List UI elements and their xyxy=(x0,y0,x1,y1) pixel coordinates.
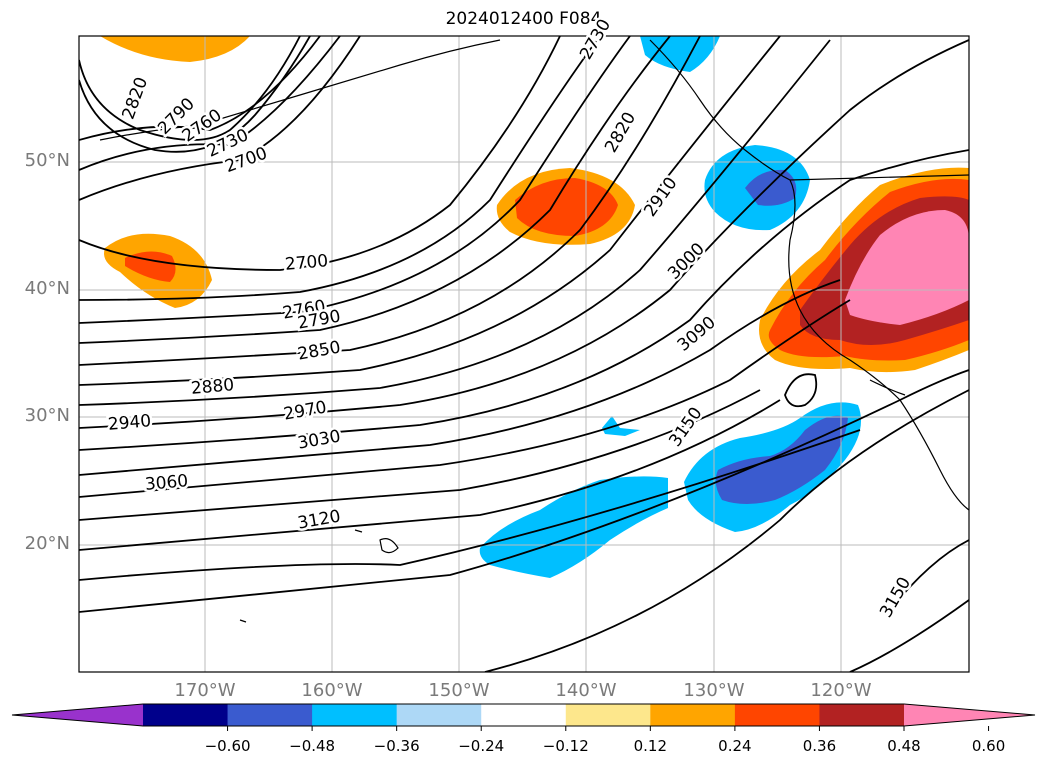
lon-label-140w: 140°W xyxy=(555,680,617,701)
map-frame xyxy=(78,35,970,673)
colorbar-tick-label: −0.48 xyxy=(289,737,336,755)
colorbar-tick-label: 0.24 xyxy=(718,737,752,755)
lon-label-160w: 160°W xyxy=(301,680,363,701)
positive-anomaly-patches xyxy=(100,36,969,373)
contour-label: 2910 xyxy=(640,174,681,221)
map-title: 2024012400 F084 xyxy=(445,9,602,29)
lat-label-50: 50°N xyxy=(24,150,70,171)
colorbar-tick-label: −0.24 xyxy=(458,737,505,755)
coastlines xyxy=(99,39,969,623)
contour-label: 2880 xyxy=(190,375,235,399)
colorbar-tick-label: −0.36 xyxy=(373,737,420,755)
contour-label: 3090 xyxy=(674,313,720,356)
lat-label-30: 30°N xyxy=(24,405,70,426)
contour-label: 3000 xyxy=(664,239,709,284)
contour-label: 2940 xyxy=(107,411,152,435)
contour-label: 2700 xyxy=(284,251,329,275)
contour-label-halo: 2700 xyxy=(284,251,329,275)
colorbar-tick-label: 0.48 xyxy=(887,737,921,755)
contour-label: 2850 xyxy=(296,337,342,364)
colorbar-tick-label: 0.60 xyxy=(971,737,1006,755)
contour-label: 3150 xyxy=(876,574,915,621)
colorbar-tick-label: 0.12 xyxy=(633,737,668,755)
lon-label-120w: 120°W xyxy=(810,680,872,701)
colorbar-tick-label: −0.60 xyxy=(204,737,251,755)
height-contours xyxy=(79,36,969,672)
lon-label-170w: 170°W xyxy=(174,680,236,701)
contour-label: 3060 xyxy=(144,471,189,495)
contour-label: 3120 xyxy=(296,506,342,533)
contour-label: 2730 xyxy=(576,16,615,63)
lat-label-20: 20°N xyxy=(24,533,70,554)
lat-label-40: 40°N xyxy=(24,278,70,299)
lon-label-150w: 150°W xyxy=(428,680,490,701)
contour-label: 2820 xyxy=(119,75,153,122)
colorbar-tick-label: −0.12 xyxy=(542,737,589,755)
colorbar-tick-label: 0.36 xyxy=(802,737,837,755)
contour-label: 2970 xyxy=(282,397,328,424)
contour-label: 3030 xyxy=(296,426,342,453)
lon-label-130w: 130°W xyxy=(683,680,745,701)
